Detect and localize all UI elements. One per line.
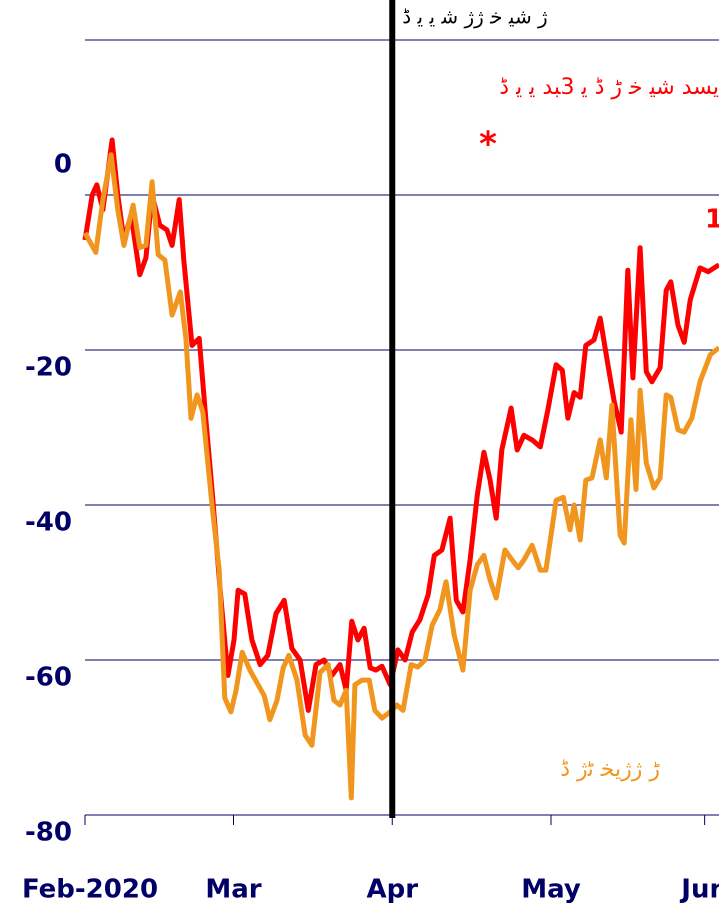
y-tick-label: 0 [54, 150, 72, 180]
annotation: 1 [705, 205, 719, 235]
x-tick-label: Jun [679, 875, 719, 905]
x-tick-label: Mar [205, 875, 261, 905]
series-line [82, 137, 719, 713]
y-tick-label: -40 [25, 508, 72, 538]
x-tick-label: Apr [366, 875, 418, 905]
y-tick-label: -20 [25, 353, 72, 383]
y-tick-label: -60 [25, 663, 72, 693]
y-tick-label: -80 [25, 818, 72, 848]
annotation: * [479, 125, 497, 165]
x-tick-label: May [521, 875, 581, 905]
annotation: ﯾﺴﺪ ﺷﯿ ﺧ ڑ ڈ ﯾ 3ﺒﺪ ﯾ ﯾ ڈ [499, 75, 719, 100]
chart-title: ژ ﺷﯿ ﺧ ژژ ﺷ ﯾ ﯾ ڈ [402, 5, 547, 29]
series-line [82, 152, 719, 801]
x-tick-label: Feb-2020 [22, 875, 158, 905]
annotation: ڑ ژژﯾﺨ ﭨژ ڈ [560, 757, 660, 782]
